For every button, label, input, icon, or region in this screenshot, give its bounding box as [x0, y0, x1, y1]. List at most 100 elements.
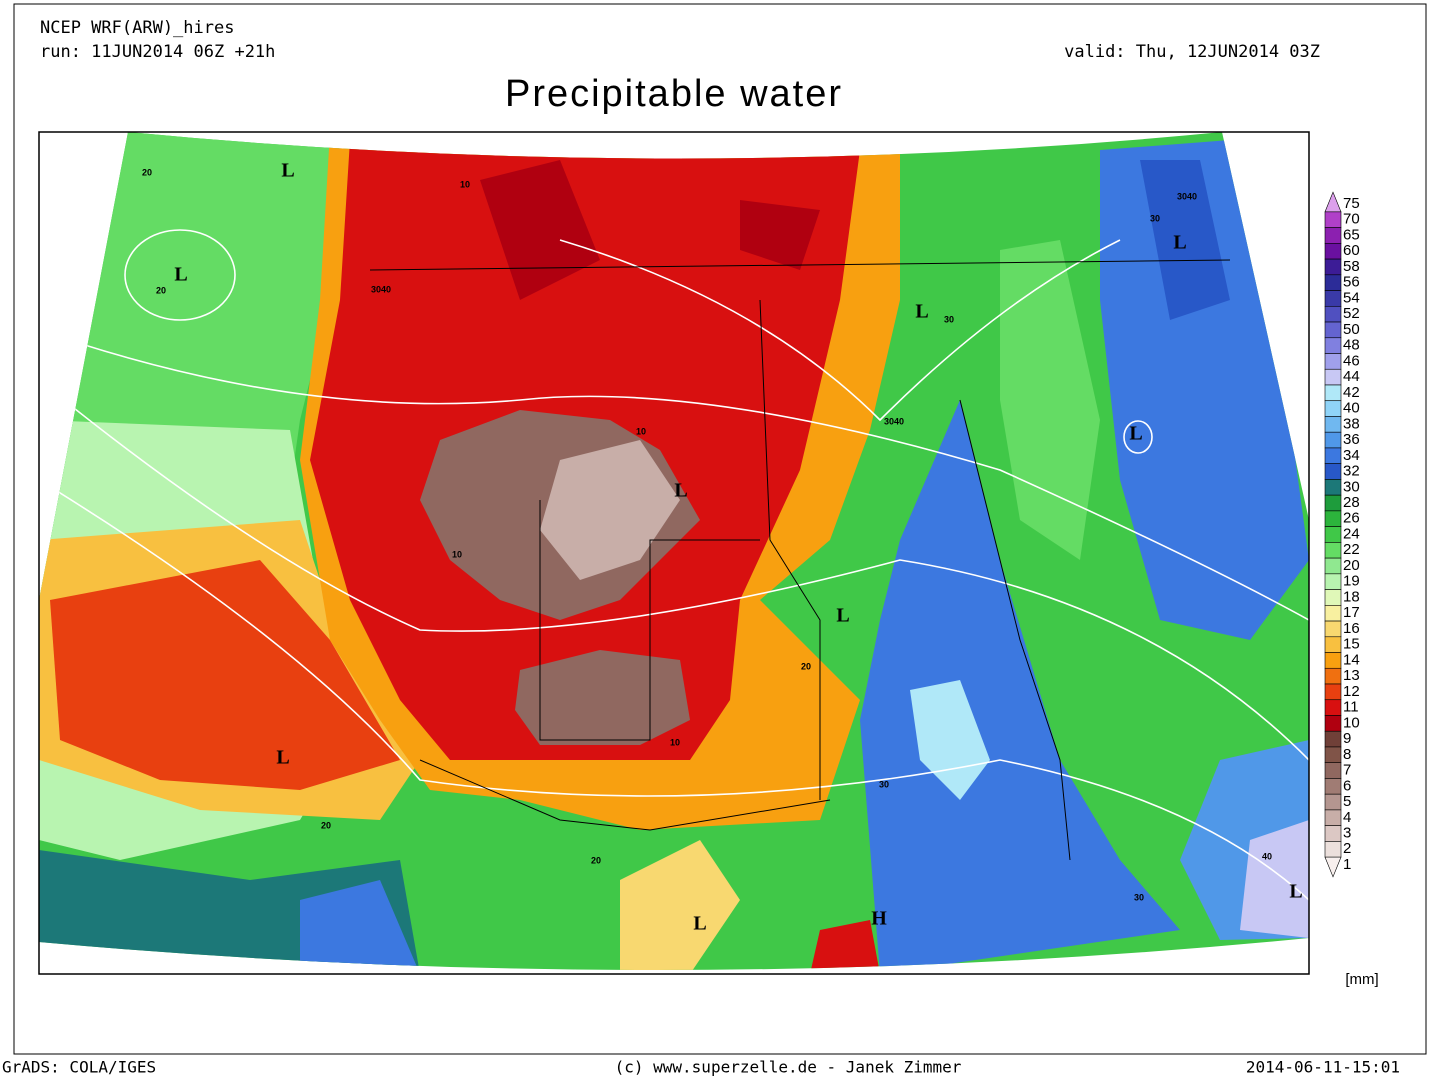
colorbar-label: 70 [1343, 211, 1360, 228]
colorbar-swatch [1324, 494, 1342, 512]
colorbar-swatch [1324, 825, 1342, 842]
colorbar-label: 6 [1343, 777, 1351, 794]
field-plains-moist [860, 400, 1180, 971]
colorbar-swatch [1324, 809, 1342, 826]
pressure-center: L [836, 605, 849, 627]
pressure-center: L [693, 913, 706, 935]
colorbar-label: 65 [1343, 226, 1360, 243]
field-plains-core [910, 680, 990, 800]
colorbar-label: 40 [1343, 400, 1360, 417]
colorbar-swatch [1324, 636, 1342, 653]
colorbar-swatch [1324, 510, 1342, 527]
colorbar-swatch [1324, 573, 1342, 590]
contour-label: 30 [944, 314, 954, 324]
colorbar-label: 28 [1343, 494, 1360, 511]
colorbar-label: 8 [1343, 746, 1351, 763]
colorbar-label: 60 [1343, 242, 1360, 259]
model-name: NCEP WRF(ARW)_hires [40, 18, 234, 38]
colorbar-label: 26 [1343, 510, 1360, 527]
colorbar-swatch [1324, 762, 1342, 779]
colorbar-label: 3 [1343, 824, 1351, 841]
contour-label: 10 [452, 549, 462, 559]
colorbar-label: 20 [1343, 557, 1360, 574]
field-four-corners [515, 650, 690, 745]
pressure-center: L [174, 264, 187, 286]
contour-label: 10 [636, 426, 646, 436]
colorbar-label: 34 [1343, 447, 1360, 464]
field-midwest [1000, 240, 1100, 560]
colorbar-label: 38 [1343, 415, 1360, 432]
colorbar-label: 10 [1343, 714, 1360, 731]
contour-label: 20 [591, 855, 601, 865]
contour-label: 20 [156, 285, 166, 295]
colorbar-label: 30 [1343, 478, 1360, 495]
colorbar-label: 15 [1343, 636, 1360, 653]
pressure-center: L [1289, 881, 1302, 903]
height-contour [124, 229, 236, 321]
map-frame [38, 131, 1310, 975]
colorbar-swatch [1324, 526, 1342, 543]
contour-label: 20 [801, 661, 811, 671]
border [539, 500, 760, 741]
colorbar-label: 5 [1343, 793, 1351, 810]
border [959, 399, 1071, 861]
colorbar-label: 75 [1343, 195, 1360, 212]
colorbar-label: 7 [1343, 762, 1351, 779]
borders [369, 259, 1231, 861]
colorbar-label: 24 [1343, 525, 1360, 542]
border [419, 759, 831, 831]
colorbar-label: 32 [1343, 463, 1360, 480]
contour-label: 3040 [371, 284, 391, 294]
colorbar-label: 4 [1343, 809, 1351, 826]
contour-label: 3040 [1177, 191, 1197, 201]
colorbar-swatch [1324, 227, 1342, 244]
colorbar-swatch [1324, 243, 1342, 260]
pressure-center: H [871, 908, 887, 930]
map-title: Precipitable water [505, 73, 843, 115]
colorbar-label: 13 [1343, 667, 1360, 684]
field-atlantic-core [1240, 820, 1309, 938]
colorbar-swatch [1324, 479, 1342, 496]
colorbar-label: 46 [1343, 352, 1360, 369]
pressure-center: L [276, 747, 289, 769]
field-great-basin-core [540, 440, 680, 580]
colorbar-swatch [1324, 620, 1342, 638]
colorbar-label: 50 [1343, 321, 1360, 338]
colorbar-swatch [1324, 746, 1342, 764]
colorbar-label: 2 [1343, 840, 1351, 857]
colorbar-swatch [1324, 730, 1342, 748]
colorbar-swatch [1324, 715, 1342, 732]
colorbar-swatch [1324, 416, 1342, 433]
field-mexico-red [810, 920, 880, 971]
footer-center: (c) www.superzelle.de - Janek Zimmer [615, 1058, 962, 1077]
colorbar-swatch [1324, 463, 1342, 480]
height-contour [559, 239, 1121, 422]
colorbar-swatch [1324, 793, 1342, 811]
colorbar-label: 1 [1343, 856, 1351, 873]
colorbar-swatch [1324, 542, 1342, 559]
contour-label: 30 [1150, 213, 1160, 223]
colorbar-label: 56 [1343, 274, 1360, 291]
height-contour [39, 379, 1309, 761]
run-time: run: 11JUN2014 06Z +21h [40, 42, 275, 62]
colorbar-swatch [1324, 699, 1342, 716]
colorbar-swatch [1324, 557, 1342, 575]
field-dry-core [480, 160, 820, 300]
height-contour [1123, 420, 1153, 454]
footer-right: 2014-06-11-15:01 [1246, 1058, 1400, 1077]
valid-time: valid: Thu, 12JUN2014 03Z [1064, 42, 1320, 62]
colorbar-swatch [1324, 274, 1342, 291]
colorbar-label: 36 [1343, 431, 1360, 448]
field-sw-blue [300, 880, 420, 971]
colorbar-swatch [1324, 652, 1342, 669]
colorbar-label: 48 [1343, 337, 1360, 354]
colorbar-swatch [1324, 856, 1342, 878]
pressure-center: L [1129, 423, 1142, 445]
contour-label: 10 [670, 737, 680, 747]
colorbar-swatch [1324, 258, 1342, 276]
height-contour [39, 329, 1309, 621]
field-mexico-dry [620, 840, 740, 971]
contour-label: 3040 [884, 416, 904, 426]
footer-left: GrADS: COLA/IGES [2, 1058, 156, 1077]
